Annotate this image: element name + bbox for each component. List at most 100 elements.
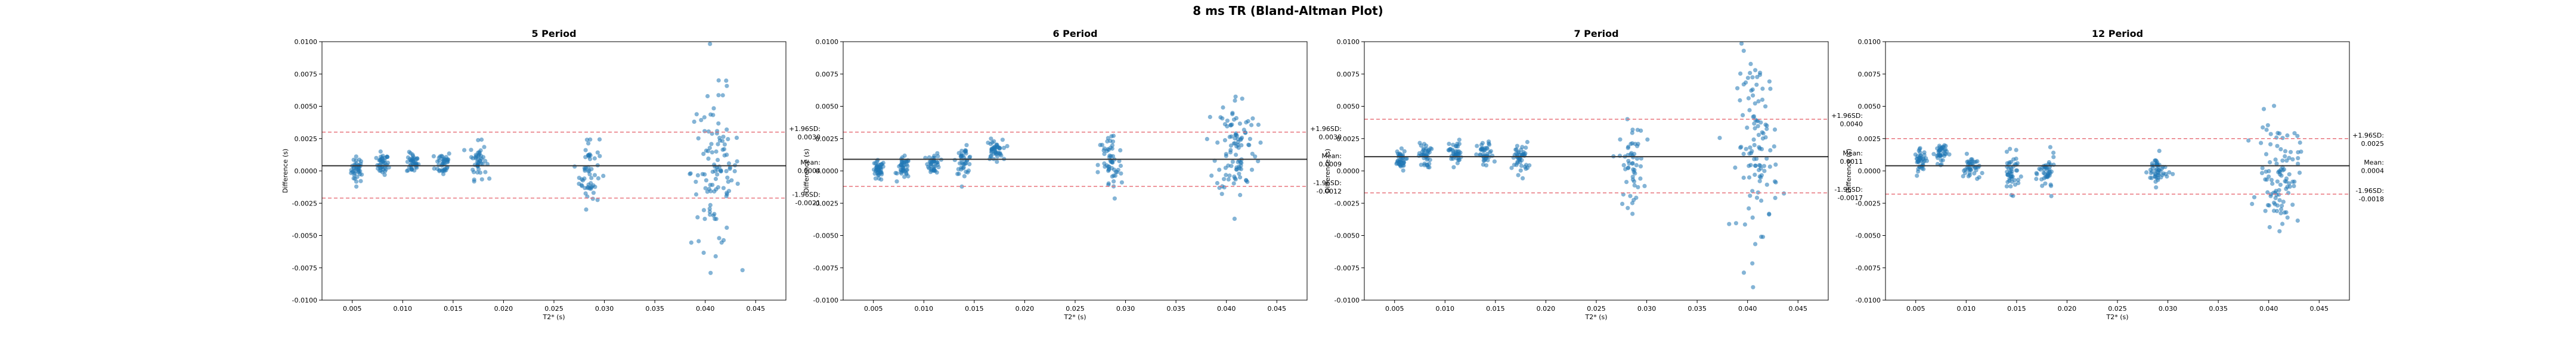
- data-point: [926, 164, 931, 169]
- data-point: [2260, 166, 2265, 170]
- y-tick-label: 0.0100: [295, 38, 318, 46]
- y-tick-label: 0.0100: [1337, 38, 1360, 46]
- data-point: [1918, 150, 1922, 155]
- data-point: [1759, 198, 1764, 203]
- data-point: [902, 174, 907, 179]
- data-point: [2010, 169, 2014, 174]
- data-point: [708, 189, 713, 194]
- figure-title: 8 ms TR (Bland-Altman Plot): [1193, 4, 1383, 18]
- data-point: [711, 106, 716, 111]
- data-point: [712, 211, 717, 216]
- data-point: [1509, 166, 1514, 170]
- data-point: [693, 179, 698, 184]
- data-point: [1748, 194, 1753, 198]
- data-point: [2296, 161, 2301, 166]
- data-point: [470, 167, 475, 172]
- data-point: [956, 172, 961, 176]
- data-point: [1733, 221, 1738, 226]
- y-tick-label: -0.0025: [813, 199, 838, 207]
- y-tick-label: -0.0050: [292, 232, 317, 240]
- loa-annotations: +1.96SD:0.0025 Mean:0.0004 -1.96SD:-0.0018: [2352, 132, 2384, 203]
- data-point: [407, 149, 411, 154]
- scatter-points: [1913, 104, 2303, 233]
- data-point: [1764, 126, 1769, 132]
- data-point: [477, 151, 482, 156]
- data-point: [1753, 68, 1758, 73]
- data-point: [1630, 201, 1635, 205]
- data-point: [1741, 270, 1747, 275]
- data-point: [354, 154, 358, 159]
- data-point: [1107, 153, 1112, 158]
- data-point: [1237, 172, 1241, 176]
- data-point: [872, 167, 877, 172]
- upper-loa-label: +1.96SD:: [1831, 112, 1863, 120]
- data-point: [989, 136, 993, 141]
- data-point: [724, 225, 729, 230]
- y-tick-label: -0.0100: [292, 297, 317, 304]
- data-point: [724, 169, 729, 173]
- data-point: [2288, 149, 2293, 154]
- data-point: [1402, 149, 1407, 154]
- data-point: [707, 206, 712, 211]
- data-point: [1964, 151, 1969, 156]
- data-point: [725, 175, 730, 180]
- data-point: [2277, 229, 2282, 233]
- data-point: [1755, 119, 1760, 123]
- data-point: [595, 150, 600, 155]
- data-point: [2296, 156, 2301, 161]
- data-point: [405, 155, 411, 160]
- data-point: [1481, 148, 1485, 152]
- x-axis-label: T2* (s): [1063, 313, 1086, 321]
- data-point: [1224, 173, 1228, 177]
- data-point: [1106, 181, 1111, 186]
- data-point: [991, 151, 996, 156]
- data-point: [2004, 184, 2009, 189]
- data-point: [708, 112, 713, 117]
- data-point: [1947, 152, 1952, 157]
- y-tick-label: 0.0025: [816, 135, 839, 143]
- data-point: [708, 42, 713, 46]
- data-point: [2008, 146, 2012, 151]
- scatter-points: [872, 94, 1263, 221]
- x-tick-label: 0.010: [1957, 305, 1976, 313]
- data-point: [2290, 202, 2295, 207]
- data-point: [2295, 218, 2300, 223]
- data-point: [2287, 181, 2292, 186]
- data-point: [1942, 154, 1947, 158]
- data-point: [601, 173, 606, 178]
- data-point: [2246, 138, 2251, 143]
- data-point: [717, 236, 722, 241]
- data-point: [1639, 156, 1643, 161]
- data-point: [1234, 152, 1239, 157]
- data-point: [1633, 142, 1637, 146]
- data-point: [2281, 199, 2286, 204]
- data-point: [1747, 175, 1752, 180]
- data-point: [1478, 152, 1482, 157]
- data-point: [1451, 149, 1456, 154]
- data-point: [1752, 157, 1757, 161]
- data-point: [716, 158, 720, 163]
- data-point: [1427, 161, 1432, 166]
- data-point: [962, 174, 967, 179]
- data-point: [1239, 167, 1243, 172]
- data-point: [964, 143, 969, 148]
- data-point: [705, 93, 710, 99]
- data-point: [2049, 194, 2054, 198]
- data-point: [705, 149, 711, 154]
- data-point: [2265, 202, 2270, 208]
- data-point: [411, 154, 416, 158]
- data-point: [1454, 144, 1459, 148]
- data-point: [722, 153, 727, 158]
- data-point: [1742, 222, 1747, 227]
- y-tick-label: 0.0100: [1858, 38, 1881, 46]
- data-point: [2051, 155, 2056, 160]
- data-point: [1524, 145, 1528, 150]
- y-tick-label: 0.0000: [1337, 167, 1360, 175]
- x-tick-label: 0.020: [494, 305, 513, 313]
- panel-12-period: 12 Period -0.0100 -0.0075 -0.0050 -0.0025 0.0…: [1845, 28, 2384, 321]
- data-point: [2284, 158, 2289, 163]
- data-point: [438, 154, 442, 159]
- data-point: [2148, 171, 2153, 176]
- data-point: [1969, 167, 1974, 172]
- data-point: [1638, 176, 1643, 181]
